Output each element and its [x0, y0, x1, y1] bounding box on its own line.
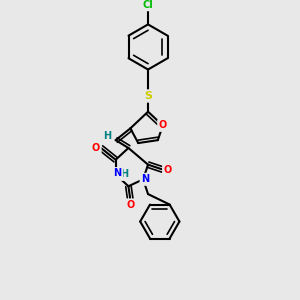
Text: N: N: [114, 169, 122, 178]
Text: H: H: [120, 169, 129, 179]
Text: O: O: [126, 200, 134, 210]
Text: O: O: [92, 143, 100, 153]
Text: H: H: [103, 131, 111, 141]
Text: O: O: [164, 165, 172, 175]
Text: O: O: [159, 120, 167, 130]
Text: Cl: Cl: [143, 0, 153, 10]
Text: S: S: [144, 91, 152, 101]
Text: N: N: [141, 174, 149, 184]
